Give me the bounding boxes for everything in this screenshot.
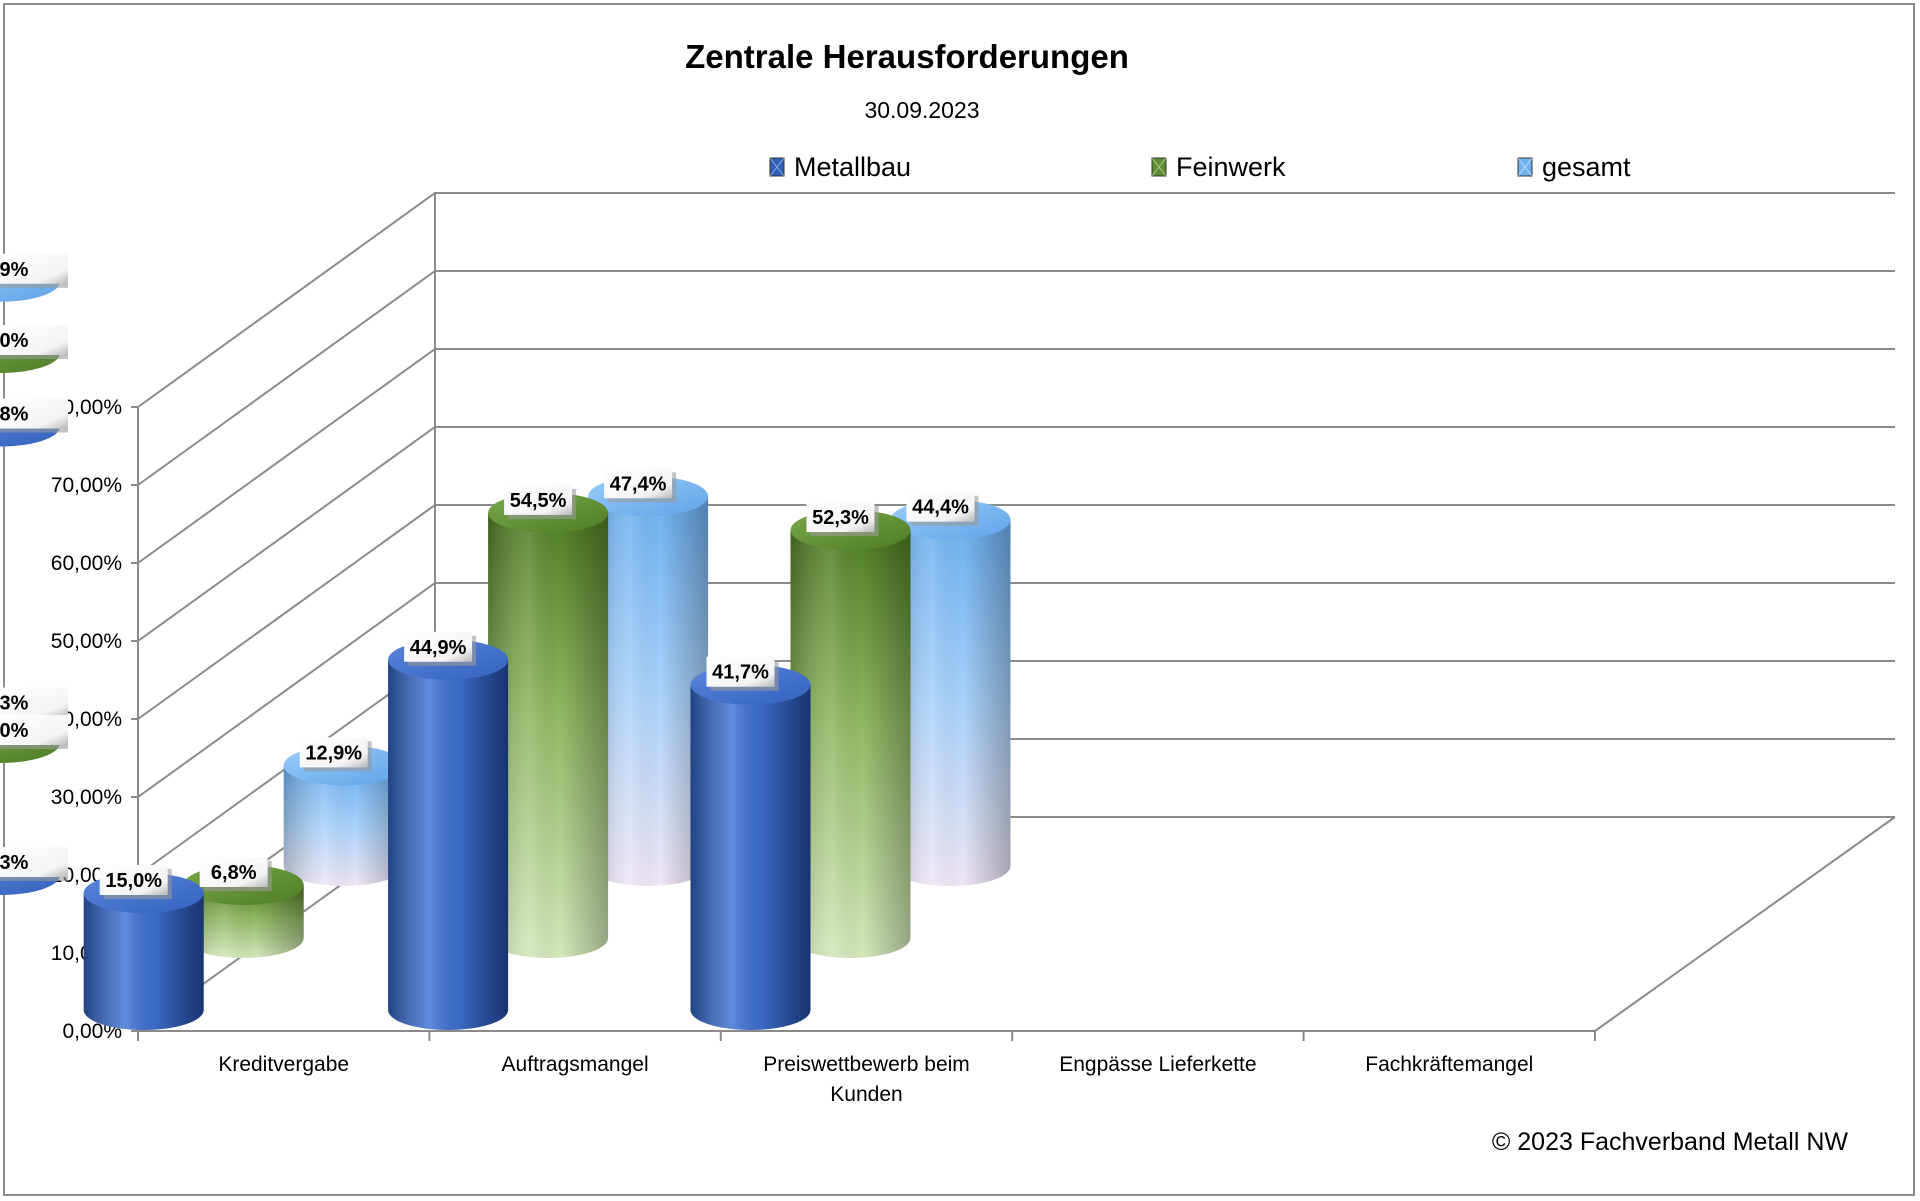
bar-shading bbox=[388, 659, 509, 1030]
data-label-box bbox=[0, 253, 68, 284]
data-label-text: 6,8% bbox=[211, 862, 257, 884]
bar-shading bbox=[283, 765, 404, 886]
data-labels: 12,9% 47,4% 44,4% 19,3% 74,9% 6,8% 54,5% 52,3% 2… bbox=[0, 253, 979, 899]
bar-shading bbox=[588, 496, 709, 886]
y-tick-label: 30,00% bbox=[51, 786, 122, 809]
bar-metallbau bbox=[388, 639, 509, 1030]
data-label-box bbox=[906, 491, 975, 522]
chart-subtitle: 30.09.2023 bbox=[864, 97, 979, 123]
data-label-text: 54,5% bbox=[510, 490, 567, 512]
data-label-text: 41,7% bbox=[712, 662, 769, 684]
data-label: 12,9% bbox=[299, 737, 372, 772]
data-label-text: 19,3% bbox=[0, 692, 29, 714]
data-label-text: 15,0% bbox=[105, 870, 162, 892]
legend-label: gesamt bbox=[1542, 152, 1631, 182]
bar-gesamt bbox=[588, 476, 709, 886]
y-tick-label: 50,00% bbox=[51, 630, 122, 653]
data-label-text: 52,3% bbox=[812, 507, 869, 529]
copyright-note: © 2023 Fachverband Metall NW bbox=[1492, 1128, 1848, 1156]
category-label: Fachkräftemangel bbox=[1365, 1053, 1533, 1076]
data-label-text: 44,9% bbox=[410, 637, 467, 659]
axes: 0,00%10,00%20,00%30,00%40,00%50,00%60,00… bbox=[51, 193, 1896, 1106]
y-tick-label: 70,00% bbox=[51, 474, 122, 497]
data-label: 17,3% bbox=[0, 847, 68, 882]
legend-marker-shine bbox=[1151, 157, 1167, 177]
data-label: 6,8% bbox=[199, 856, 272, 891]
y-tick-label: 40,00% bbox=[51, 708, 122, 731]
category-label: Auftragsmangel bbox=[502, 1053, 649, 1076]
gridline bbox=[137, 348, 1895, 564]
data-label: 15,0% bbox=[99, 865, 172, 899]
bars bbox=[0, 261, 1011, 1030]
category-label: Kreditvergabe bbox=[218, 1053, 349, 1076]
data-label-text: 17,3% bbox=[0, 852, 29, 874]
bar-gesamt bbox=[890, 499, 1011, 886]
y-tick-label: 60,00% bbox=[51, 552, 122, 575]
data-label: 75,0% bbox=[0, 325, 68, 359]
data-label: 52,3% bbox=[806, 502, 879, 537]
gridline bbox=[137, 270, 1895, 486]
data-label: 25,0% bbox=[0, 715, 68, 749]
data-label-box bbox=[0, 687, 68, 718]
data-label: 44,4% bbox=[906, 491, 979, 526]
data-label-text: 74,8% bbox=[0, 404, 29, 426]
category-label-line: Auftragsmangel bbox=[502, 1053, 649, 1076]
legend-item-feinwerk: Feinwerk bbox=[1151, 152, 1286, 182]
bar-shading bbox=[183, 884, 304, 959]
data-label-text: 74,9% bbox=[0, 259, 29, 281]
legend-marker-shine bbox=[1517, 157, 1533, 177]
legend-label: Metallbau bbox=[794, 152, 911, 182]
category-label-line: Preiswettbewerb beim bbox=[763, 1053, 970, 1076]
data-label-box bbox=[806, 502, 875, 533]
gridline bbox=[137, 192, 1895, 408]
data-label-box bbox=[0, 325, 68, 355]
data-label-text: 44,4% bbox=[912, 497, 969, 519]
legend-item-metallbau: Metallbau bbox=[769, 152, 911, 182]
data-label-box bbox=[706, 656, 775, 687]
category-label: Preiswettbewerb beim Kunden bbox=[763, 1053, 970, 1106]
data-label-box bbox=[504, 484, 573, 515]
data-label-text: 25,0% bbox=[0, 720, 29, 742]
data-label: 74,8% bbox=[0, 398, 68, 433]
category-label-line: Fachkräftemangel bbox=[1365, 1053, 1533, 1076]
data-label: 44,9% bbox=[404, 631, 477, 666]
bar-shading bbox=[790, 530, 911, 958]
data-label-box bbox=[99, 865, 168, 895]
bar-gesamt bbox=[283, 745, 404, 886]
category-label-line: Engpässe Lieferkette bbox=[1059, 1053, 1256, 1076]
data-label: 74,9% bbox=[0, 253, 68, 288]
category-label-line: Kreditvergabe bbox=[218, 1053, 349, 1076]
data-label-text: 12,9% bbox=[305, 742, 362, 764]
bar-shading bbox=[83, 893, 204, 1030]
gridline bbox=[137, 426, 1895, 642]
bar-metallbau bbox=[690, 664, 811, 1030]
bar-feinwerk bbox=[488, 492, 609, 958]
bar-shading bbox=[890, 519, 1011, 886]
bar-shading bbox=[690, 684, 811, 1030]
legend-item-gesamt: gesamt bbox=[1517, 152, 1631, 182]
category-label: Engpässe Lieferkette bbox=[1059, 1053, 1256, 1076]
legend-label: Feinwerk bbox=[1176, 152, 1286, 182]
data-label-text: 47,4% bbox=[610, 473, 667, 495]
data-label-box bbox=[404, 631, 473, 662]
y-tick-label: 80,00% bbox=[51, 396, 122, 419]
data-label: 47,4% bbox=[604, 468, 677, 503]
data-label-box bbox=[299, 737, 368, 768]
legend-marker-shine bbox=[769, 157, 785, 177]
chart-title: Zentrale Herausforderungen bbox=[685, 38, 1129, 75]
bar-shading bbox=[488, 512, 609, 958]
category-label-line: Kunden bbox=[830, 1083, 902, 1106]
data-label-box bbox=[0, 398, 68, 429]
data-label: 41,7% bbox=[706, 656, 779, 691]
data-label-box bbox=[604, 468, 673, 499]
data-label-box bbox=[0, 715, 68, 745]
data-label-box bbox=[0, 847, 68, 878]
data-label-box bbox=[199, 856, 268, 887]
data-label-text: 75,0% bbox=[0, 330, 29, 352]
legend: Metallbau Feinwerk gesamt bbox=[769, 152, 1631, 182]
data-label: 54,5% bbox=[504, 484, 577, 519]
